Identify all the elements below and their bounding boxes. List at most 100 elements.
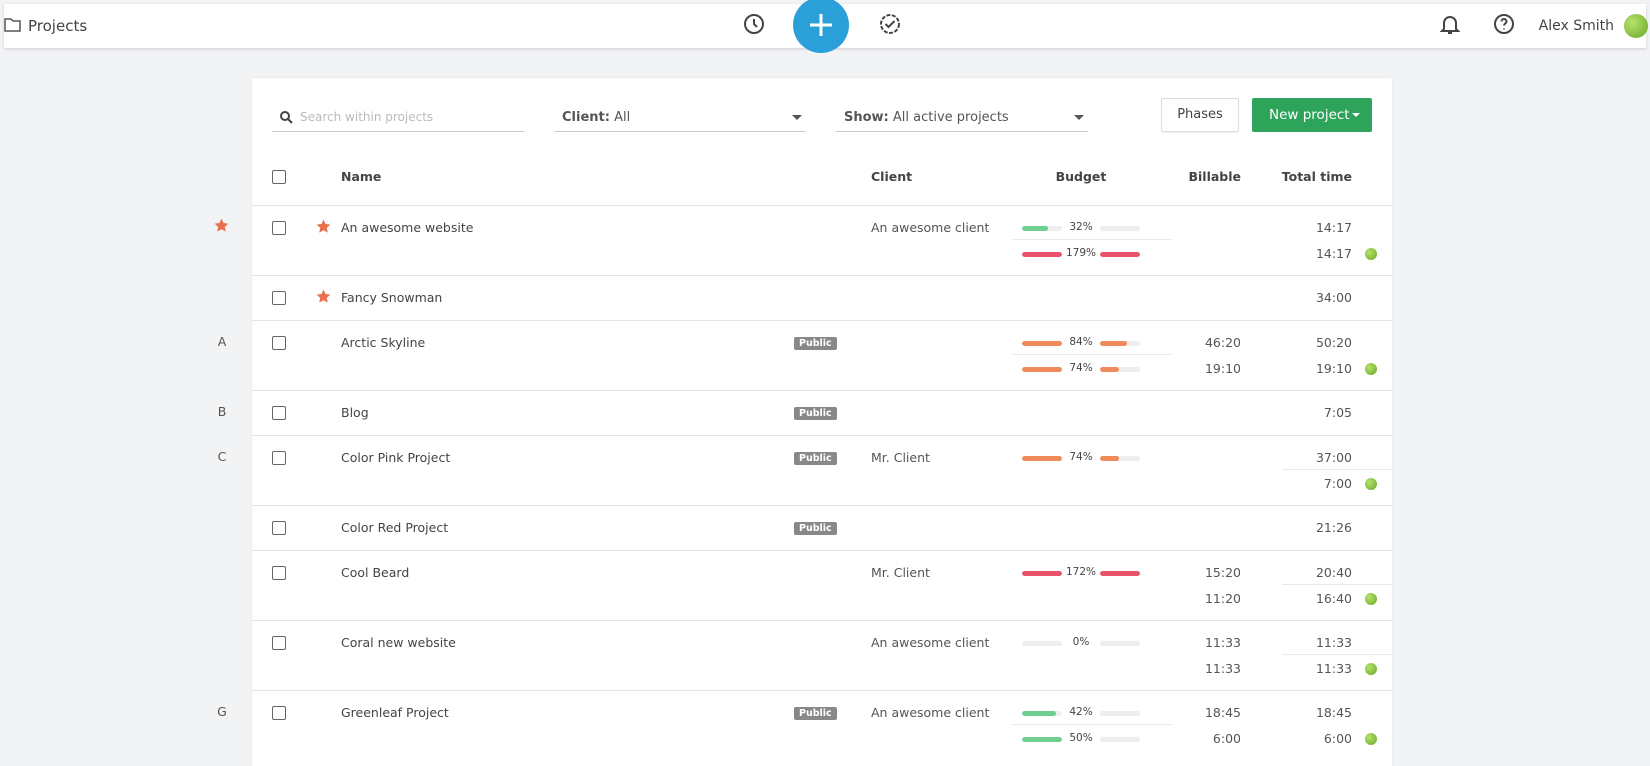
user-dot xyxy=(1365,478,1377,490)
billable-time: 11:33 xyxy=(1204,635,1241,650)
dropdown-caret xyxy=(792,115,802,120)
column-header: Name xyxy=(341,169,382,184)
project-name[interactable]: Color Red Project xyxy=(341,520,449,535)
row-checkbox[interactable] xyxy=(272,221,286,235)
budget-bar xyxy=(1022,737,1062,742)
budget-track xyxy=(1022,711,1062,716)
row-checkbox[interactable] xyxy=(272,406,286,420)
budget-bar xyxy=(1100,367,1120,372)
public-badge: Public xyxy=(794,522,837,535)
project-name[interactable]: An awesome website xyxy=(341,220,474,235)
line-divider xyxy=(1282,584,1392,585)
client-name: An awesome client xyxy=(871,220,990,235)
row-checkbox[interactable] xyxy=(272,706,286,720)
dropdown-caret xyxy=(1352,113,1360,117)
line-divider xyxy=(1282,654,1392,655)
budget-track xyxy=(1100,367,1140,372)
search-placeholder: Search within projects xyxy=(300,110,434,124)
budget-percent: 0% xyxy=(1072,636,1090,648)
total-time: 37:00 xyxy=(1315,450,1352,465)
phases-button[interactable]: Phases xyxy=(1161,98,1239,132)
user-avatar[interactable] xyxy=(1624,14,1648,38)
budget-bar xyxy=(1022,252,1062,257)
project-row: Greenleaf Project Public An awesome client… xyxy=(252,690,1392,760)
billable-time: 11:33 xyxy=(1204,661,1241,676)
page-title: Projects xyxy=(28,17,88,35)
budget-percent: 42% xyxy=(1069,706,1093,718)
billable-time: 19:10 xyxy=(1204,361,1241,376)
budget-bar xyxy=(1022,571,1062,576)
approve-icon[interactable] xyxy=(878,12,902,36)
total-time: 11:33 xyxy=(1315,661,1352,676)
select-all-checkbox[interactable] xyxy=(272,170,286,184)
project-row: Fancy Snowman 34:00 xyxy=(252,275,1392,320)
timer-icon[interactable] xyxy=(742,12,766,36)
project-name[interactable]: Fancy Snowman xyxy=(341,290,443,305)
project-name[interactable]: Greenleaf Project xyxy=(341,705,449,720)
row-checkbox[interactable] xyxy=(272,636,286,650)
budget-bar xyxy=(1022,711,1056,716)
total-time: 6:00 xyxy=(1323,731,1352,746)
client-name: Mr. Client xyxy=(871,450,930,465)
line-divider xyxy=(1012,354,1172,355)
new-project-button[interactable]: New project xyxy=(1252,98,1372,132)
user-dot xyxy=(1365,733,1377,745)
total-time: 16:40 xyxy=(1315,591,1352,606)
budget-bar xyxy=(1100,456,1120,461)
group-letter: B xyxy=(217,404,227,419)
budget-percent: 179% xyxy=(1065,247,1097,259)
budget-track xyxy=(1100,571,1140,576)
client-filter-label: Client: xyxy=(562,110,610,125)
row-checkbox[interactable] xyxy=(272,521,286,535)
help-icon[interactable] xyxy=(1492,12,1516,36)
budget-percent: 32% xyxy=(1069,221,1093,233)
project-name[interactable]: Cool Beard xyxy=(341,565,410,580)
row-checkbox[interactable] xyxy=(272,336,286,350)
search-icon xyxy=(280,111,293,124)
project-row: An awesome website An awesome client 32% 14… xyxy=(252,205,1392,275)
add-button[interactable] xyxy=(792,0,850,54)
user-dot xyxy=(1365,363,1377,375)
total-time: 21:26 xyxy=(1315,520,1352,535)
line-divider xyxy=(1012,239,1172,240)
budget-track xyxy=(1100,226,1140,231)
budget-percent: 84% xyxy=(1069,336,1093,348)
budget-track xyxy=(1022,367,1062,372)
total-time: 11:33 xyxy=(1315,635,1352,650)
budget-bar xyxy=(1022,226,1048,231)
budget-bar xyxy=(1100,252,1140,257)
billable-time: 6:00 xyxy=(1212,731,1241,746)
star-icon xyxy=(316,219,331,237)
column-header: Billable xyxy=(1188,169,1241,184)
billable-time: 18:45 xyxy=(1204,705,1241,720)
star-icon xyxy=(316,289,331,307)
row-checkbox[interactable] xyxy=(272,566,286,580)
billable-time: 15:20 xyxy=(1204,565,1241,580)
client-filter[interactable]: Client: All xyxy=(554,104,806,132)
bell-icon[interactable] xyxy=(1438,12,1462,36)
user-name[interactable]: Alex Smith xyxy=(1538,18,1614,34)
budget-track xyxy=(1022,252,1062,257)
project-row: Arctic Skyline Public 84% 46:20 50:20 74% 19:1… xyxy=(252,320,1392,390)
row-checkbox[interactable] xyxy=(272,451,286,465)
show-filter[interactable]: Show: All active projects xyxy=(836,104,1088,132)
budget-track xyxy=(1022,737,1062,742)
line-divider xyxy=(1012,724,1172,725)
column-header: Budget xyxy=(1055,169,1107,184)
budget-track xyxy=(1100,252,1140,257)
search-box[interactable]: Search within projects xyxy=(272,104,524,132)
public-badge: Public xyxy=(794,407,837,420)
user-dot xyxy=(1365,248,1377,260)
budget-track xyxy=(1022,641,1062,646)
budget-track xyxy=(1100,737,1140,742)
project-name[interactable]: Color Pink Project xyxy=(341,450,451,465)
star-icon xyxy=(214,218,229,236)
project-row: Color Pink Project Public Mr. Client 74% 37:… xyxy=(252,435,1392,505)
project-name[interactable]: Coral new website xyxy=(341,635,456,650)
project-name[interactable]: Arctic Skyline xyxy=(341,335,426,350)
project-name[interactable]: Blog xyxy=(341,405,369,420)
public-badge: Public xyxy=(794,707,837,720)
group-letter: C xyxy=(217,449,227,464)
row-checkbox[interactable] xyxy=(272,291,286,305)
dropdown-caret xyxy=(1074,115,1084,120)
